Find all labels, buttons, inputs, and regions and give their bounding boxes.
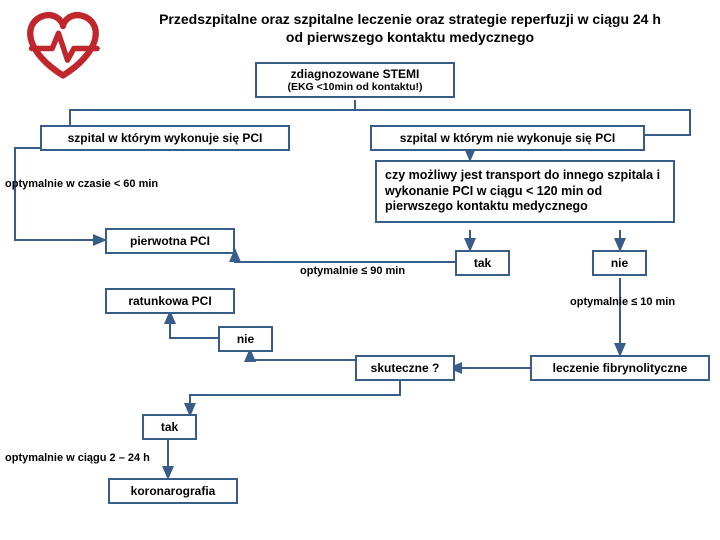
title-line-2: od pierwszego kontaktu medycznego — [286, 29, 534, 45]
diagnosis-sub: (EKG <10min od kontaktu!) — [287, 81, 422, 93]
node-effective: skuteczne ? — [355, 355, 455, 381]
note-opt-10: optymalnie ≤ 10 min — [570, 296, 675, 308]
node-coronography: koronarografia — [108, 478, 238, 504]
node-fibrinolytic: leczenie fibrynolityczne — [530, 355, 710, 381]
node-yes-2: tak — [142, 414, 197, 440]
heart-logo — [18, 8, 108, 78]
node-no-1: nie — [592, 250, 647, 276]
page-title: Przedszpitalne oraz szpitalne leczenie o… — [130, 10, 690, 46]
note-opt-2-24: optymalnie w ciągu 2 – 24 h — [5, 452, 150, 464]
node-yes-1: tak — [455, 250, 510, 276]
node-diagnosis: zdiagnozowane STEMI (EKG <10min od konta… — [255, 62, 455, 98]
title-line-1: Przedszpitalne oraz szpitalne leczenie o… — [159, 11, 661, 27]
note-opt-60: optymalnie w czasie < 60 min — [5, 178, 158, 190]
node-transport-question: czy możliwy jest transport do innego szp… — [375, 160, 675, 223]
note-opt-90: optymalnie ≤ 90 min — [300, 265, 405, 277]
node-hospital-pci: szpital w którym wykonuje się PCI — [40, 125, 290, 151]
node-primary-pci: pierwotna PCI — [105, 228, 235, 254]
diagnosis-main: zdiagnozowane STEMI — [291, 67, 420, 81]
node-no-2: nie — [218, 326, 273, 352]
node-hospital-no-pci: szpital w którym nie wykonuje się PCI — [370, 125, 645, 151]
node-rescue-pci: ratunkowa PCI — [105, 288, 235, 314]
